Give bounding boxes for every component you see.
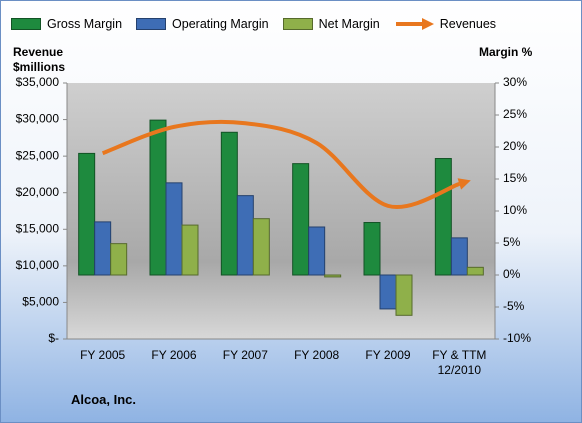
bar	[78, 152, 96, 276]
bar	[324, 274, 342, 278]
legend-swatch	[11, 18, 41, 30]
bar	[434, 158, 452, 276]
y-tick-label: $25,000	[16, 148, 60, 162]
bar	[292, 163, 310, 276]
legend-swatch	[395, 18, 434, 30]
revenue-line	[101, 119, 461, 210]
bar	[450, 237, 468, 276]
legend-item: Gross Margin	[11, 17, 122, 31]
y2-axis-label: Margin %	[479, 45, 533, 59]
legend-label: Revenues	[439, 17, 497, 31]
y2-tick-label: 10%	[503, 203, 527, 217]
bar	[466, 266, 484, 276]
legend-swatch	[136, 18, 167, 30]
bar	[110, 243, 128, 276]
y-axis-label: Revenue $millions	[13, 45, 66, 74]
y2-tick-label: 30%	[503, 75, 527, 89]
y-tick-label: $35,000	[16, 75, 60, 89]
y-tick-label: $30,000	[16, 112, 60, 126]
bar	[308, 226, 326, 276]
x-tick-label: FY 2009	[365, 348, 411, 362]
y-tick-label: $15,000	[16, 221, 60, 235]
y2-tick-label: 5%	[503, 235, 521, 249]
x-tick-label: FY 2007	[222, 348, 268, 362]
legend-swatch	[282, 18, 313, 30]
y2-tick-label: -5%	[503, 299, 525, 313]
bar	[363, 222, 381, 276]
bar	[149, 119, 167, 276]
legend-label: Net Margin	[318, 17, 380, 31]
bar	[395, 274, 413, 316]
x-tick-label: FY & TTM 12/2010	[432, 348, 487, 377]
plot-area	[67, 83, 495, 339]
chart-title: Alcoa, Inc.	[71, 392, 137, 407]
legend-item: Revenues	[394, 17, 496, 31]
y-tick-label: $-	[48, 331, 59, 345]
bar	[181, 224, 199, 276]
y-tick-label: $5,000	[22, 295, 59, 309]
bar	[379, 274, 397, 310]
legend-item: Net Margin	[282, 17, 380, 31]
y2-tick-label: 25%	[503, 107, 527, 121]
y-tick-label: $10,000	[16, 258, 60, 272]
bar	[94, 221, 112, 276]
y2-tick-label: 0%	[503, 267, 521, 281]
x-tick-label: FY 2006	[151, 348, 197, 362]
y2-tick-label: 20%	[503, 139, 527, 153]
legend-label: Operating Margin	[172, 17, 269, 31]
legend: Gross Margin Operating Margin Net Margin Re…	[11, 17, 496, 31]
y2-tick-label: 15%	[503, 171, 527, 185]
bar	[252, 218, 270, 276]
y-tick-label: $20,000	[16, 185, 60, 199]
x-tick-label: FY 2005	[80, 348, 126, 362]
legend-label: Gross Margin	[47, 17, 123, 31]
arrow-head	[457, 178, 471, 190]
y2-tick-label: -10%	[503, 331, 531, 345]
bar	[220, 131, 238, 276]
bar	[236, 195, 254, 276]
x-tick-label: FY 2008	[294, 348, 340, 362]
bar	[165, 182, 183, 276]
legend-item: Operating Margin	[136, 17, 269, 31]
